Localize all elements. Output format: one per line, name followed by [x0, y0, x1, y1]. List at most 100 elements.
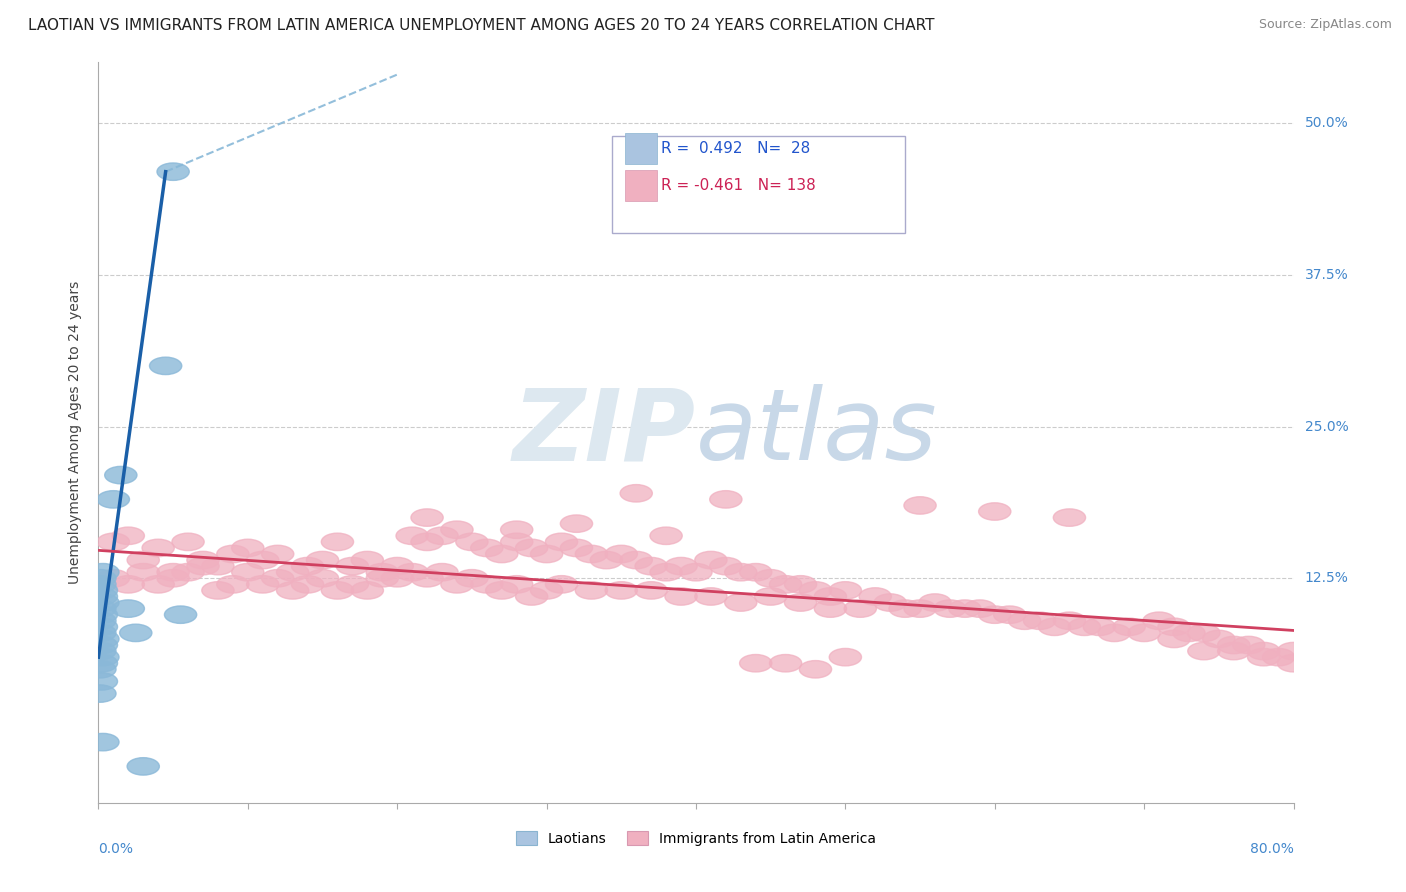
- Ellipse shape: [485, 582, 517, 599]
- Ellipse shape: [800, 582, 831, 599]
- Ellipse shape: [217, 545, 249, 563]
- Ellipse shape: [485, 545, 517, 563]
- Ellipse shape: [157, 564, 190, 581]
- Ellipse shape: [187, 558, 219, 574]
- Ellipse shape: [157, 569, 190, 587]
- Ellipse shape: [84, 600, 117, 617]
- Ellipse shape: [501, 521, 533, 539]
- Ellipse shape: [127, 564, 159, 581]
- Ellipse shape: [546, 575, 578, 593]
- Ellipse shape: [889, 600, 921, 617]
- Ellipse shape: [86, 582, 118, 599]
- Ellipse shape: [755, 569, 787, 587]
- Ellipse shape: [724, 564, 756, 581]
- Text: 0.0%: 0.0%: [98, 842, 134, 855]
- Ellipse shape: [86, 618, 118, 635]
- Ellipse shape: [814, 588, 846, 605]
- Ellipse shape: [1218, 636, 1250, 654]
- Ellipse shape: [291, 575, 323, 593]
- Ellipse shape: [920, 594, 950, 611]
- Ellipse shape: [86, 673, 118, 690]
- Ellipse shape: [172, 564, 204, 581]
- Text: R = -0.461   N= 138: R = -0.461 N= 138: [661, 178, 815, 193]
- Ellipse shape: [307, 569, 339, 587]
- Ellipse shape: [86, 655, 118, 672]
- Ellipse shape: [84, 569, 117, 587]
- Ellipse shape: [381, 569, 413, 587]
- FancyBboxPatch shape: [626, 169, 657, 201]
- Ellipse shape: [441, 521, 472, 539]
- Ellipse shape: [246, 551, 278, 569]
- Ellipse shape: [769, 575, 801, 593]
- Text: 50.0%: 50.0%: [1305, 116, 1348, 130]
- Ellipse shape: [1263, 648, 1295, 666]
- Text: ZIP: ZIP: [513, 384, 696, 481]
- Ellipse shape: [575, 582, 607, 599]
- Ellipse shape: [262, 569, 294, 587]
- Ellipse shape: [1128, 624, 1160, 641]
- Ellipse shape: [710, 491, 742, 508]
- Ellipse shape: [904, 497, 936, 514]
- FancyBboxPatch shape: [626, 133, 657, 164]
- Ellipse shape: [605, 545, 637, 563]
- Ellipse shape: [87, 733, 120, 751]
- Text: Source: ZipAtlas.com: Source: ZipAtlas.com: [1258, 18, 1392, 31]
- Ellipse shape: [530, 582, 562, 599]
- Ellipse shape: [149, 357, 181, 375]
- Ellipse shape: [232, 564, 264, 581]
- Ellipse shape: [157, 163, 190, 180]
- Ellipse shape: [963, 600, 995, 617]
- Ellipse shape: [291, 558, 323, 574]
- FancyBboxPatch shape: [613, 136, 905, 233]
- Ellipse shape: [86, 588, 118, 605]
- Ellipse shape: [411, 533, 443, 550]
- Ellipse shape: [322, 582, 353, 599]
- Ellipse shape: [97, 533, 129, 550]
- Ellipse shape: [87, 631, 120, 648]
- Ellipse shape: [1024, 612, 1056, 630]
- Ellipse shape: [859, 588, 891, 605]
- Ellipse shape: [307, 551, 339, 569]
- Ellipse shape: [1083, 618, 1115, 635]
- Ellipse shape: [84, 612, 117, 630]
- Ellipse shape: [84, 685, 117, 702]
- Ellipse shape: [336, 575, 368, 593]
- Ellipse shape: [1202, 631, 1234, 648]
- Ellipse shape: [172, 533, 204, 550]
- Ellipse shape: [636, 582, 668, 599]
- Ellipse shape: [1278, 642, 1309, 660]
- Ellipse shape: [665, 558, 697, 574]
- Ellipse shape: [262, 545, 294, 563]
- Ellipse shape: [202, 582, 233, 599]
- Text: atlas: atlas: [696, 384, 938, 481]
- Ellipse shape: [1159, 631, 1189, 648]
- Ellipse shape: [650, 564, 682, 581]
- Ellipse shape: [366, 569, 398, 587]
- Ellipse shape: [411, 569, 443, 587]
- Ellipse shape: [456, 533, 488, 550]
- Ellipse shape: [112, 600, 145, 617]
- Ellipse shape: [994, 606, 1026, 624]
- Ellipse shape: [516, 588, 548, 605]
- Ellipse shape: [665, 588, 697, 605]
- Legend: Laotians, Immigrants from Latin America: Laotians, Immigrants from Latin America: [510, 825, 882, 851]
- Ellipse shape: [1008, 612, 1040, 630]
- Ellipse shape: [620, 484, 652, 502]
- Ellipse shape: [471, 539, 503, 557]
- Ellipse shape: [1188, 642, 1220, 660]
- Ellipse shape: [1247, 648, 1279, 666]
- Ellipse shape: [86, 636, 118, 654]
- Ellipse shape: [426, 527, 458, 544]
- Ellipse shape: [785, 594, 817, 611]
- Ellipse shape: [396, 564, 429, 581]
- Ellipse shape: [112, 527, 145, 544]
- Ellipse shape: [471, 575, 503, 593]
- Ellipse shape: [591, 551, 623, 569]
- Ellipse shape: [934, 600, 966, 617]
- Ellipse shape: [441, 575, 472, 593]
- Ellipse shape: [352, 582, 384, 599]
- Ellipse shape: [120, 624, 152, 641]
- Ellipse shape: [84, 624, 117, 641]
- Ellipse shape: [561, 515, 592, 533]
- Ellipse shape: [681, 564, 711, 581]
